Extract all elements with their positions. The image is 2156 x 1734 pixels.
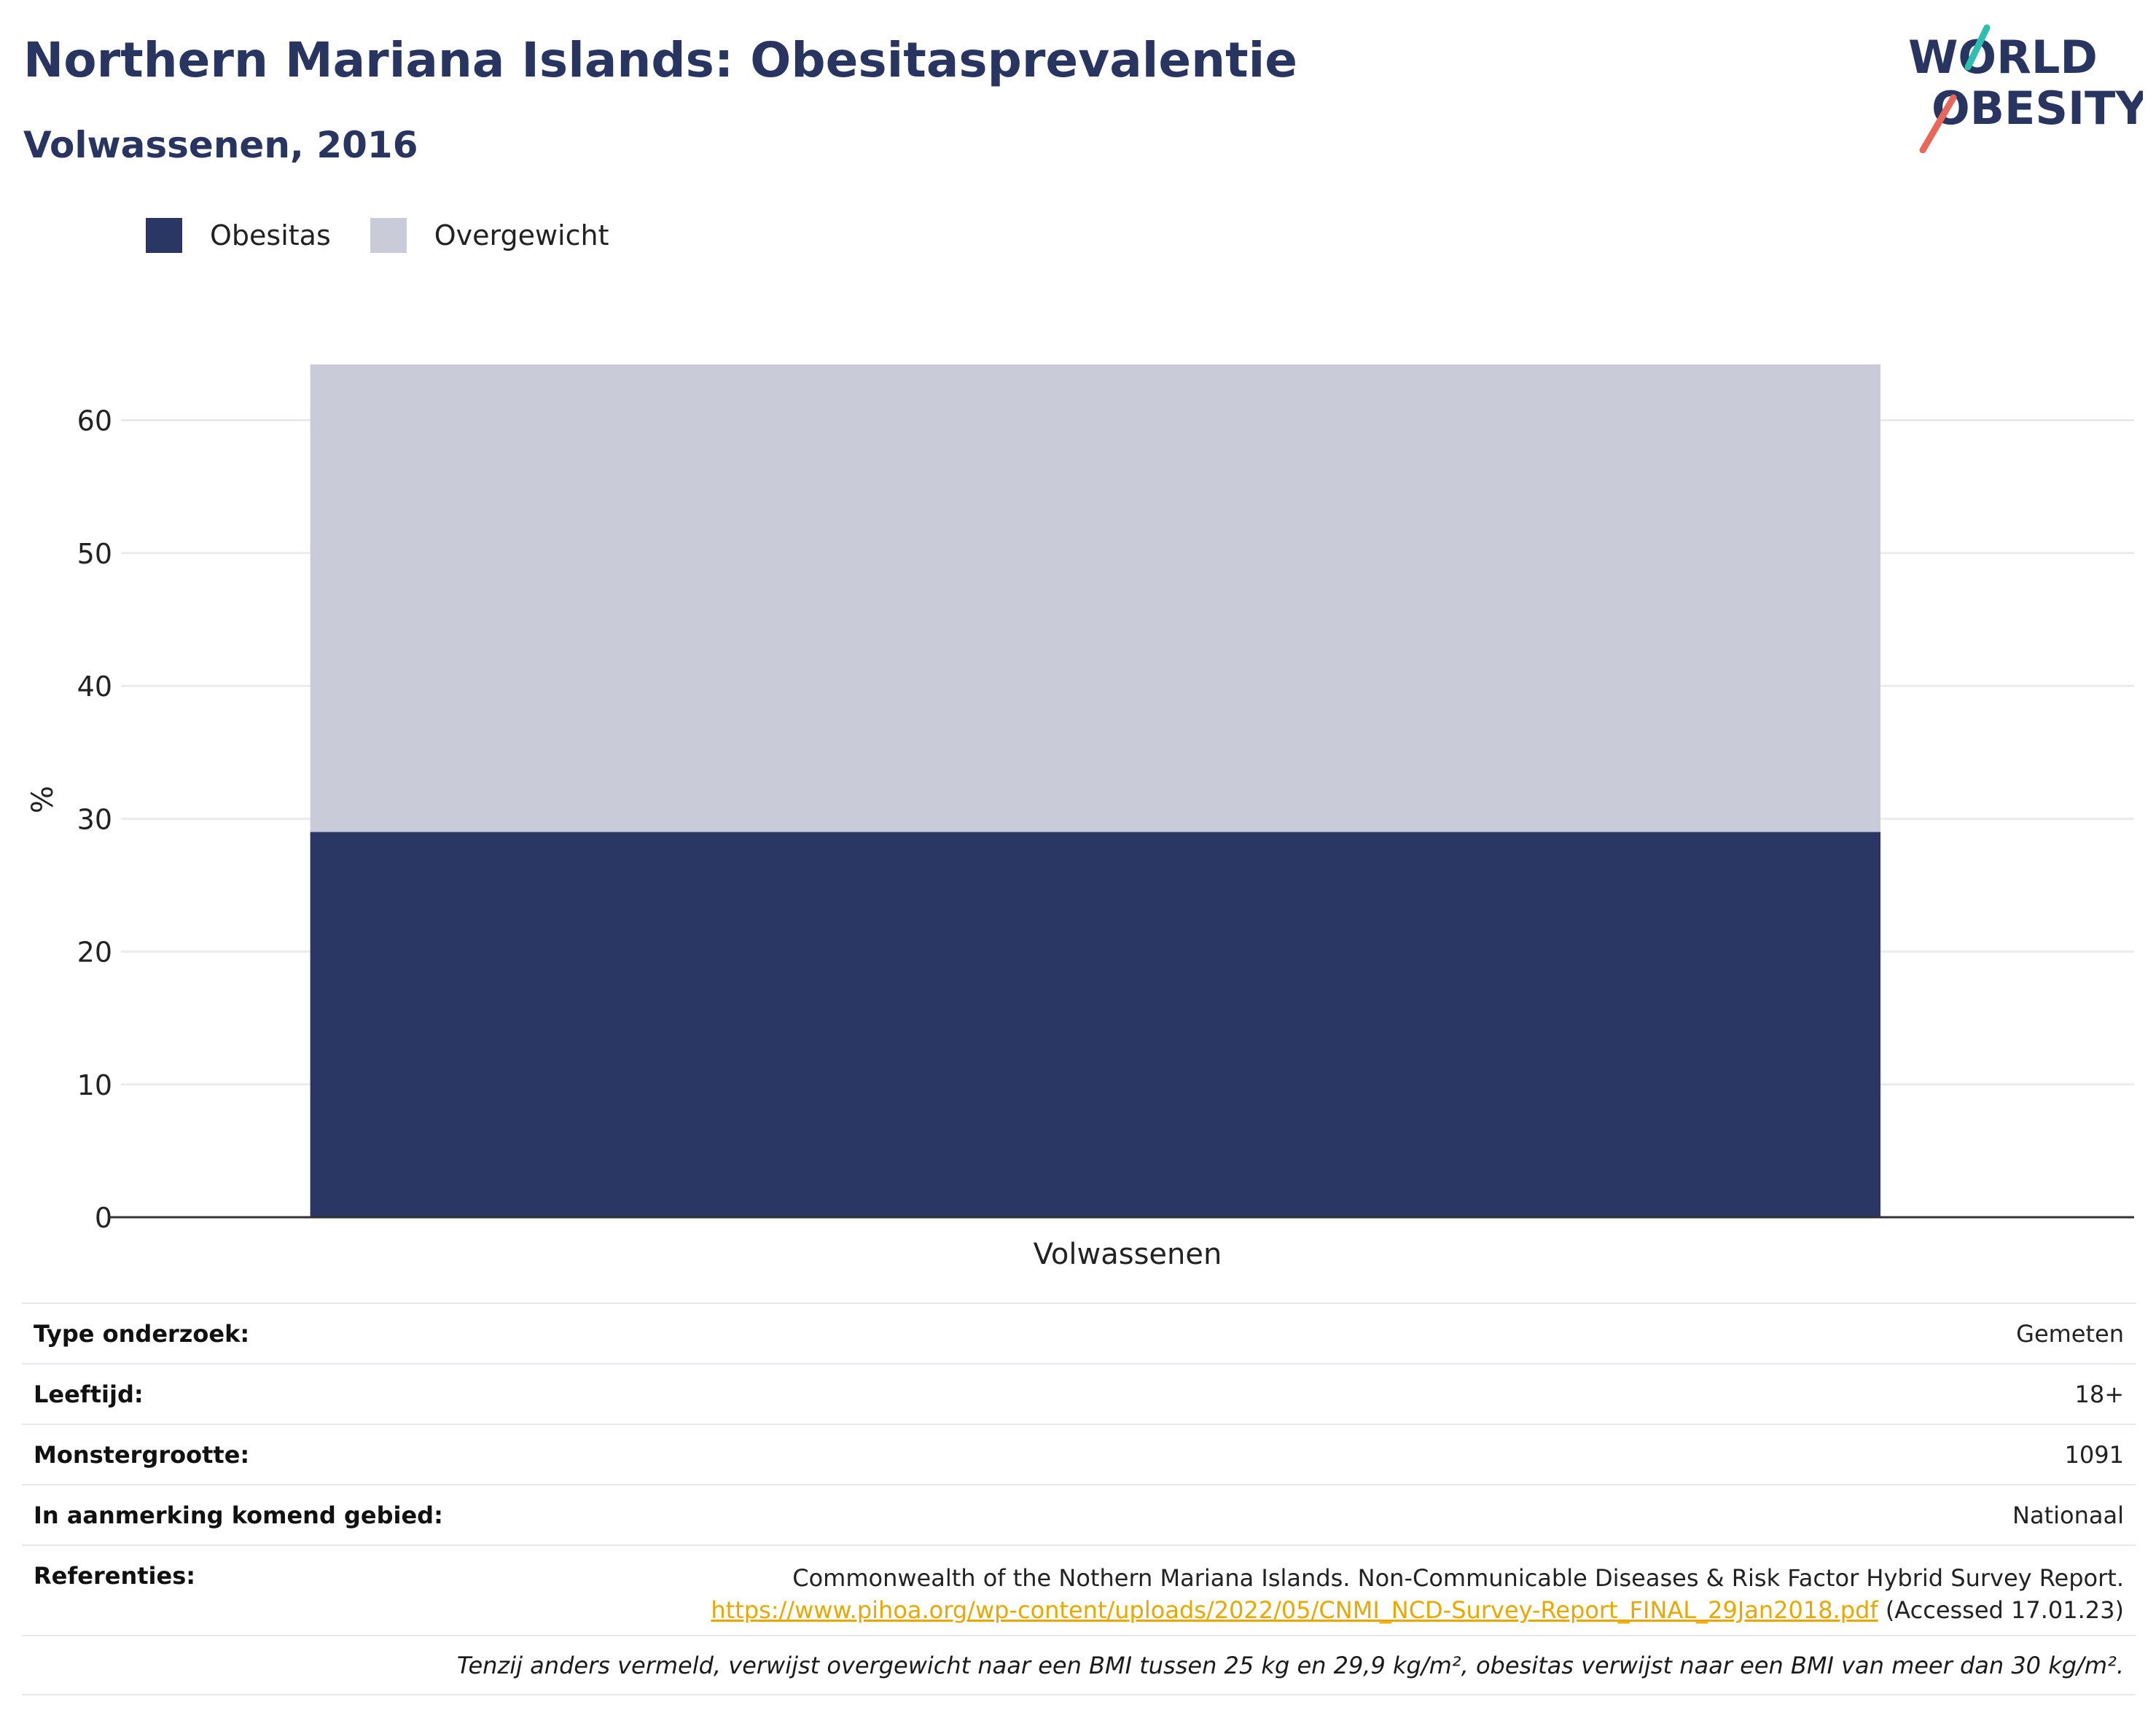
legend-swatch-obesitas xyxy=(146,218,182,253)
legend-label-obesitas: Obesitas xyxy=(210,219,331,251)
legend-swatch-overgewicht xyxy=(370,218,407,253)
legend-item-overgewicht[interactable]: Overgewicht xyxy=(370,218,609,253)
y-tick-label-10: 10 xyxy=(77,1069,112,1101)
survey-type-value: Gemeten xyxy=(2016,1319,2124,1348)
world-obesity-logo: WORLD OBESITY xyxy=(1908,24,2143,153)
y-tick-label-40: 40 xyxy=(77,671,112,703)
references-label: Referenties: xyxy=(34,1562,196,1590)
info-row-area: In aanmerking komend gebied: Nationaal xyxy=(22,1484,2136,1544)
info-row-note: Tenzij anders vermeld, verwijst overgewi… xyxy=(22,1635,2136,1695)
logo-line2: OBESITY xyxy=(1932,82,2143,135)
reference-text: Commonwealth of the Nothern Mariana Isla… xyxy=(792,1564,2124,1592)
y-tick-label-30: 30 xyxy=(77,803,112,835)
info-table: Type onderzoek: Gemeten Leeftijd: 18+ Mo… xyxy=(22,1303,2136,1695)
y-tick-label-0: 0 xyxy=(95,1202,112,1234)
reference-link-line: https://www.pihoa.org/wp-content/uploads… xyxy=(711,1594,2124,1626)
bar-chart: 0 10 20 30 40 50 60% Volwassenen xyxy=(26,364,2134,1271)
sample-size-label: Monstergrootte: xyxy=(34,1440,250,1469)
x-tick-label-volwassenen: Volwassenen xyxy=(1034,1238,1222,1271)
reference-accessed: (Accessed 17.01.23) xyxy=(1878,1596,2124,1624)
age-value: 18+ xyxy=(2074,1380,2124,1408)
legend-label-overgewicht: Overgewicht xyxy=(434,219,609,251)
page-title: Northern Mariana Islands: Obesitaspreval… xyxy=(23,32,1298,88)
bar-overgewicht-volwassenen xyxy=(310,364,1880,832)
legend-item-obesitas[interactable]: Obesitas xyxy=(146,218,331,253)
y-tick-label-20: 20 xyxy=(77,937,112,969)
y-tick-label-50: 50 xyxy=(77,538,112,570)
info-row-age: Leeftijd: 18+ xyxy=(22,1363,2136,1423)
area-label: In aanmerking komend gebied: xyxy=(34,1501,443,1529)
sample-size-value: 1091 xyxy=(2064,1440,2124,1469)
bar-obesitas-volwassenen xyxy=(310,832,1880,1217)
area-value: Nationaal xyxy=(2012,1501,2124,1529)
info-row-survey-type: Type onderzoek: Gemeten xyxy=(22,1303,2136,1363)
survey-type-label: Type onderzoek: xyxy=(34,1319,250,1348)
page-subtitle: Volwassenen, 2016 xyxy=(23,124,418,166)
chart-legend: Obesitas Overgewicht xyxy=(146,217,649,254)
reference-link[interactable]: https://www.pihoa.org/wp-content/uploads… xyxy=(711,1596,1878,1624)
y-axis-label: % xyxy=(26,786,60,813)
definition-note: Tenzij anders vermeld, verwijst overgewi… xyxy=(456,1651,2124,1679)
info-row-references: Referenties: Commonwealth of the Nothern… xyxy=(22,1544,2136,1635)
references-value: Commonwealth of the Nothern Mariana Isla… xyxy=(711,1562,2124,1626)
y-tick-label-60: 60 xyxy=(77,405,112,437)
info-row-sample-size: Monstergrootte: 1091 xyxy=(22,1423,2136,1484)
logo-line1: WORLD xyxy=(1908,31,2098,84)
age-label: Leeftijd: xyxy=(34,1380,144,1408)
